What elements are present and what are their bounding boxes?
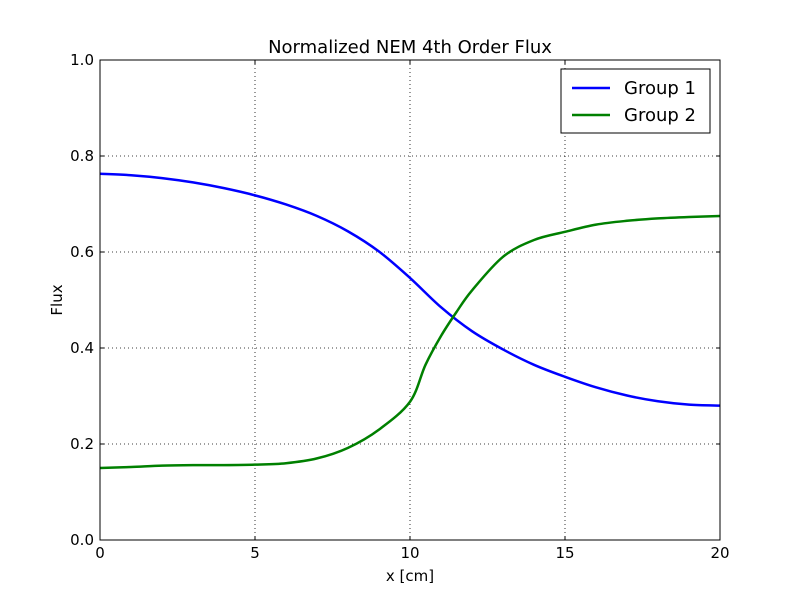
x-tick-label: 10: [400, 544, 419, 562]
legend: Group 1 Group 2: [560, 68, 711, 134]
y-tick-label: 0.6: [70, 243, 94, 261]
series-line-group-1: [99, 172, 721, 407]
y-tick-label: 0.8: [70, 147, 94, 165]
legend-label-group-1: Group 1: [624, 78, 696, 99]
series-layer: [99, 172, 721, 470]
y-tick-label: 1.0: [70, 51, 94, 69]
legend-box: [560, 68, 711, 134]
x-tick-label: 0: [95, 544, 105, 562]
chart-title: Normalized NEM 4th Order Flux: [268, 37, 552, 58]
x-tick-label: 20: [710, 544, 729, 562]
y-axis-label: Flux: [48, 284, 66, 315]
grid-layer: [100, 60, 720, 540]
x-axis-label: x [cm]: [386, 567, 434, 585]
y-tick-label: 0.0: [70, 531, 94, 549]
legend-label-group-2: Group 2: [624, 105, 696, 126]
series-line-group-2: [99, 214, 721, 470]
y-tick-label: 0.2: [70, 435, 94, 453]
x-tick-label: 5: [250, 544, 260, 562]
tick-layer: 0 5 10 15 20 0.0 0.2 0.4 0.6 0.8 1.0: [70, 51, 729, 562]
y-tick-label: 0.4: [70, 339, 94, 357]
x-tick-label: 15: [555, 544, 574, 562]
